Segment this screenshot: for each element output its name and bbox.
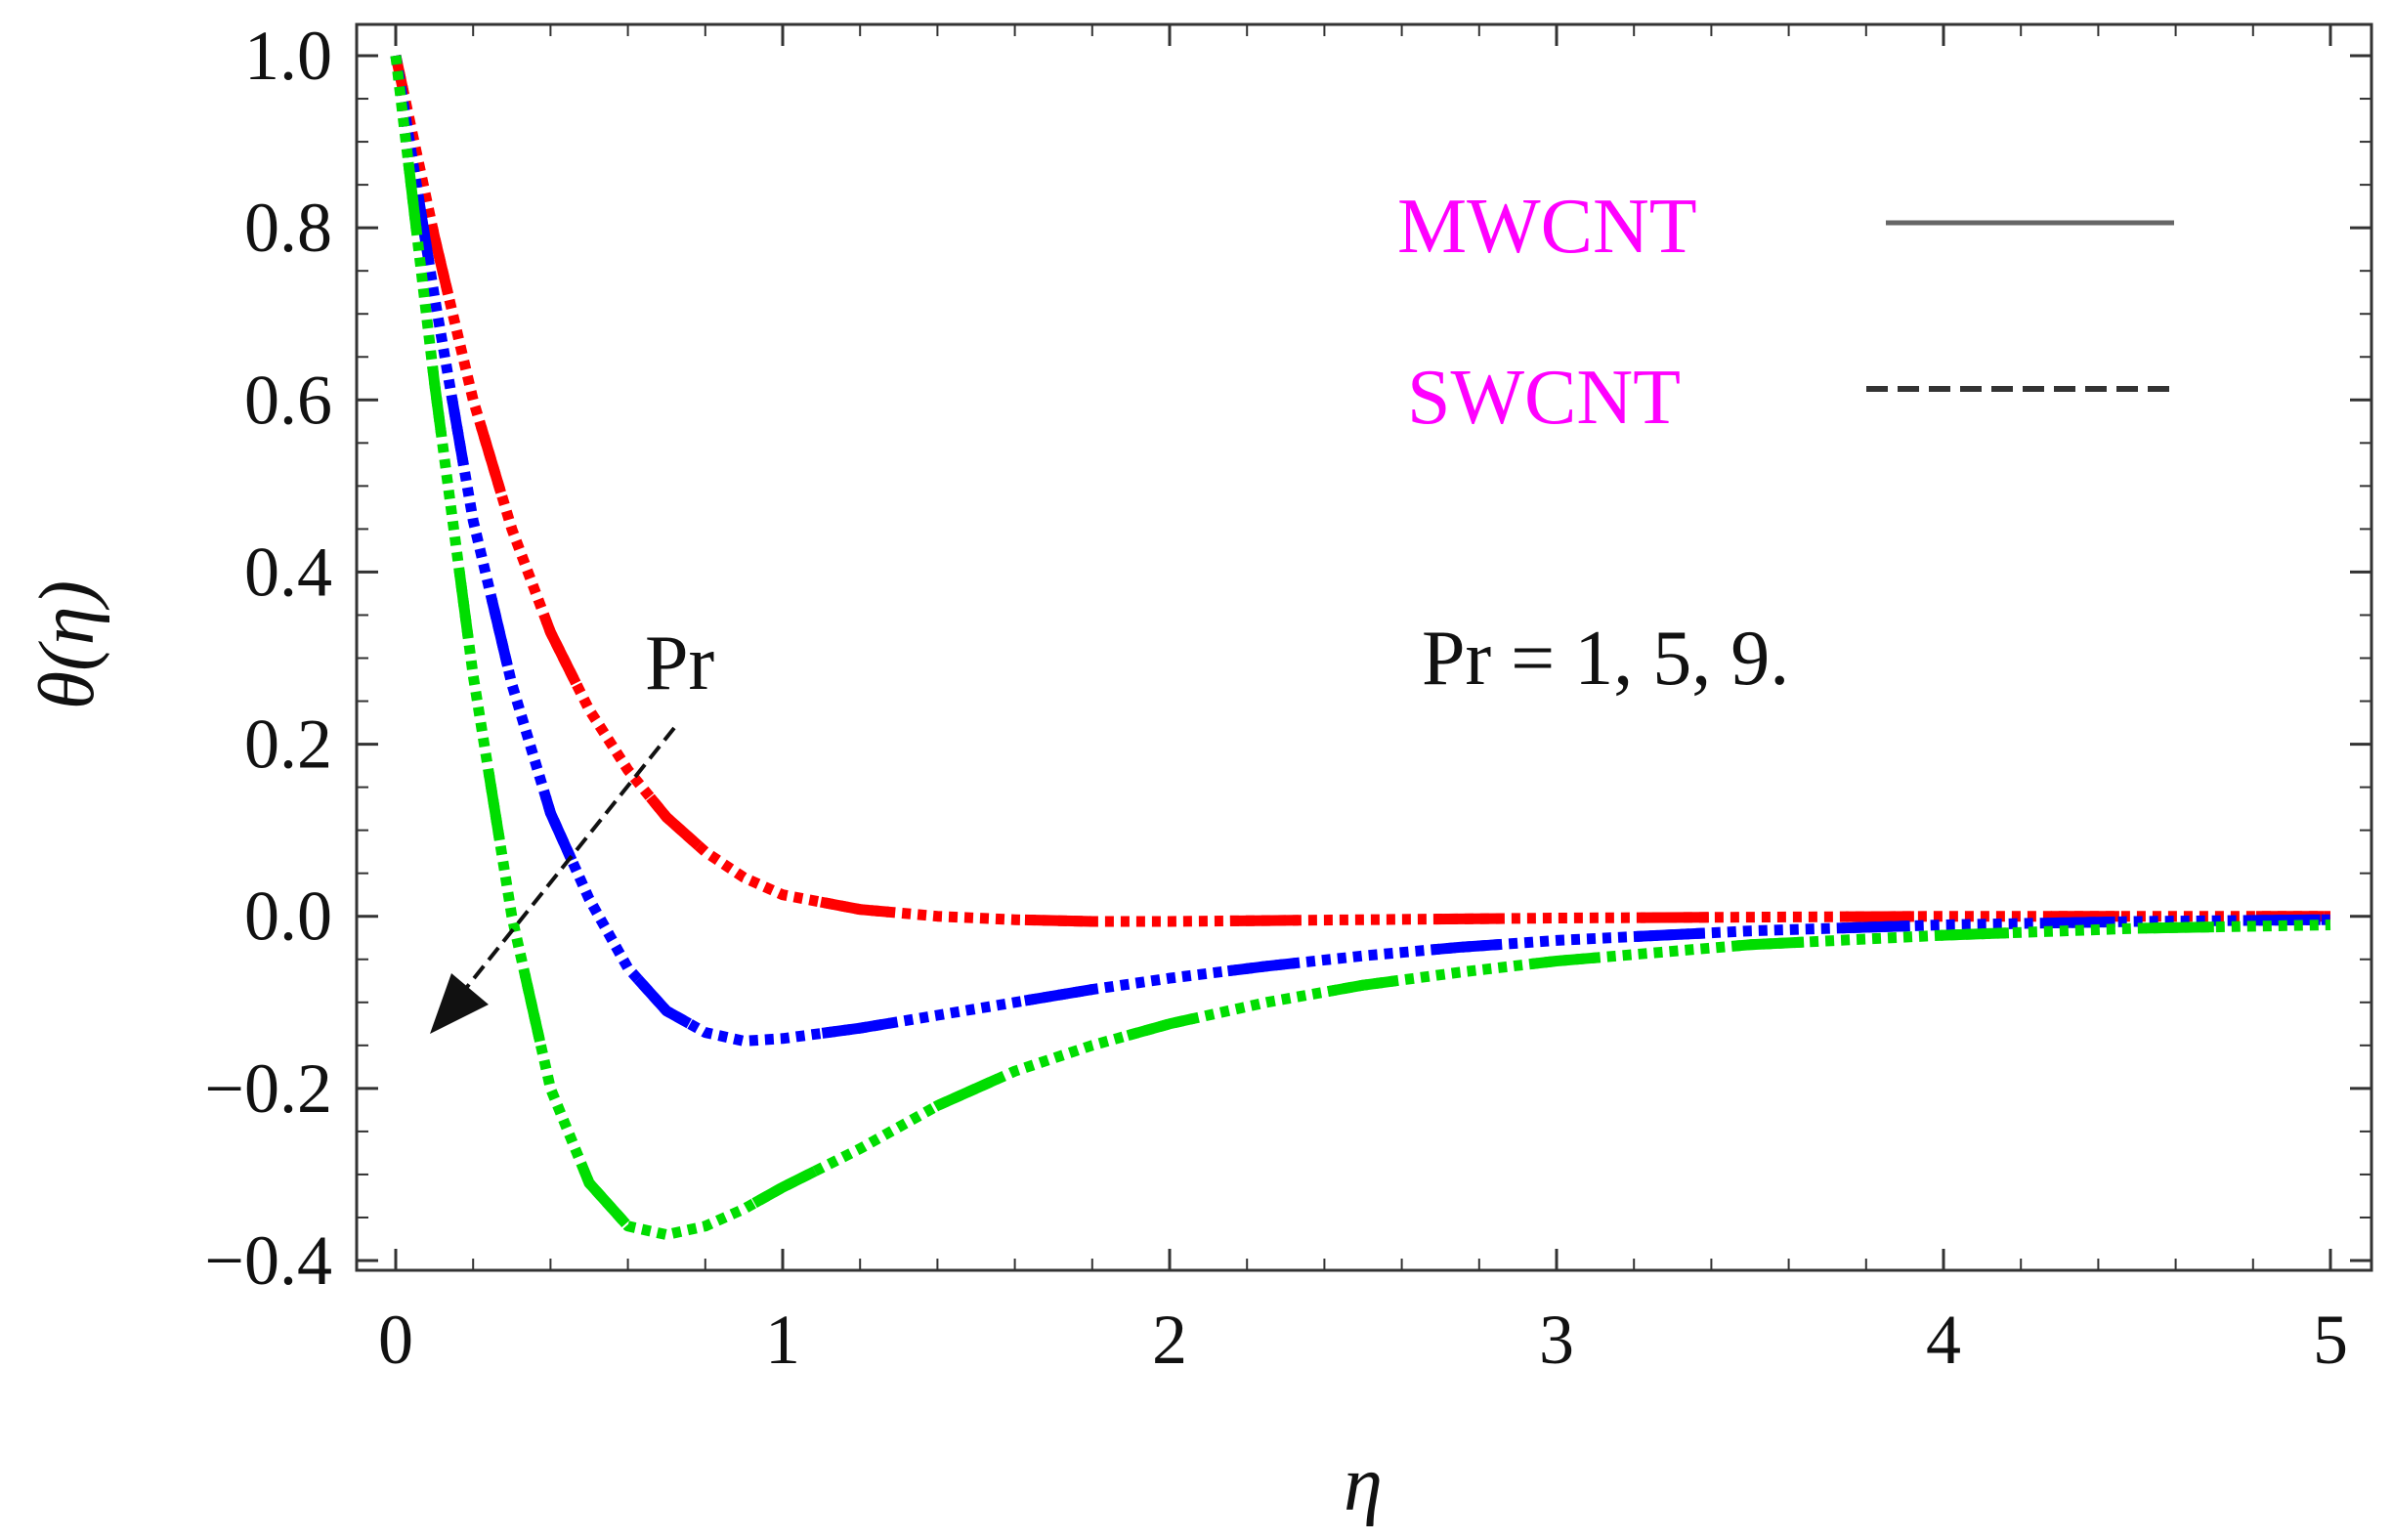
x-axis-tick-labels: 0 1 2 3 4 5: [378, 1301, 2348, 1379]
series-line-pr-5-dotted: [390, 55, 2331, 1047]
x-tick-label: 2: [1152, 1301, 1187, 1379]
y-tick-label: −0.4: [204, 1221, 332, 1300]
series-line-pr-5-dashed: [390, 55, 2331, 1047]
y-axis-tick-labels: −0.4 −0.2 0.0 0.2 0.4 0.6 0.8 1.0: [204, 17, 332, 1300]
y-tick-label: 0.4: [244, 533, 332, 611]
series-line-pr-9-dashed: [390, 55, 2331, 1241]
y-axis-label: θ(η): [24, 580, 110, 709]
y-tick-label: 0.6: [244, 361, 332, 439]
legend: MWCNT SWCNT: [1397, 184, 2179, 441]
y-tick-label: 0.8: [244, 189, 332, 267]
x-axis-label: η: [1344, 1441, 1383, 1527]
y-axis-ticks: [357, 54, 2371, 1262]
series-line-pr-9-dotted: [390, 55, 2331, 1241]
x-tick-label: 4: [1926, 1301, 1961, 1379]
x-tick-label: 0: [378, 1301, 413, 1379]
pr-direction-arrow: [430, 726, 676, 1034]
legend-label-swcnt: SWCNT: [1407, 355, 1681, 441]
x-tick-label: 3: [1539, 1301, 1574, 1379]
x-tick-label: 5: [2313, 1301, 2348, 1379]
y-tick-label: 0.2: [244, 706, 332, 784]
pr-values-annotation: Pr = 1, 5, 9.: [1422, 616, 1789, 702]
series-line-pr-1-dashed: [390, 54, 2330, 927]
plot-frame: [355, 22, 2373, 1272]
pr-arrow-label: Pr: [645, 620, 714, 706]
arrowhead-icon: [430, 973, 489, 1034]
y-tick-label: 1.0: [244, 17, 332, 95]
legend-label-mwcnt: MWCNT: [1397, 184, 1697, 270]
y-tick-label: 0.0: [244, 877, 332, 956]
series-layer: [390, 54, 2331, 1241]
series-line-pr-1-dotted: [390, 54, 2330, 927]
x-axis-ticks: [394, 24, 2332, 1270]
y-tick-label: −0.2: [204, 1049, 332, 1128]
x-tick-label: 1: [765, 1301, 800, 1379]
